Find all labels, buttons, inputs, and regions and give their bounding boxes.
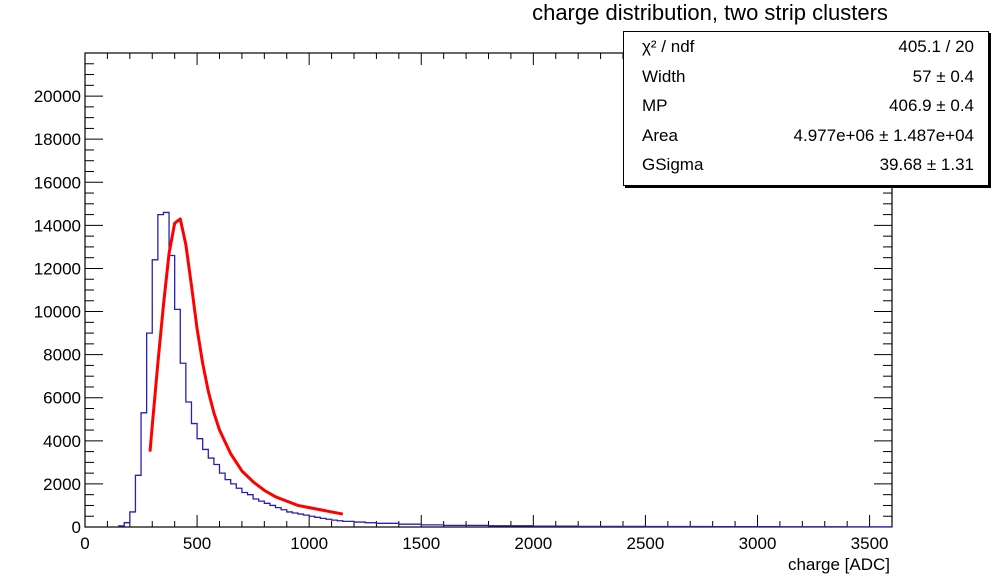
stat-value: 57 ± 0.4 [912, 67, 974, 86]
x-tick-label: 3500 [851, 534, 889, 553]
stat-label: MP [642, 96, 668, 115]
y-tick-label: 4000 [43, 432, 81, 451]
fit-curve [148, 217, 344, 516]
y-tick-label: 6000 [43, 389, 81, 408]
y-tick-label: 18000 [34, 130, 81, 149]
stat-row-mp: MP 406.9 ± 0.4 [624, 93, 988, 122]
x-tick-label: 1500 [402, 534, 440, 553]
chart-title: charge distribution, two strip clusters [532, 0, 888, 25]
y-tick-label: 10000 [34, 303, 81, 322]
stat-row-chi2: χ² / ndf 405.1 / 20 [624, 34, 988, 63]
stat-label: GSigma [642, 155, 704, 174]
stat-value: 4.977e+06 ± 1.487e+04 [793, 126, 974, 145]
x-tick-label: 500 [183, 534, 211, 553]
histogram-series [117, 211, 892, 528]
y-tick-label: 20000 [34, 87, 81, 106]
y-tick-label: 16000 [34, 173, 81, 192]
x-tick-label: 2000 [514, 534, 552, 553]
stat-row-area: Area 4.977e+06 ± 1.487e+04 [624, 123, 988, 152]
x-tick-label: 2500 [627, 534, 665, 553]
stat-row-width: Width 57 ± 0.4 [624, 64, 988, 93]
y-tick-label: 2000 [43, 475, 81, 494]
stat-value: 406.9 ± 0.4 [889, 96, 974, 115]
stat-row-gsigma: GSigma 39.68 ± 1.31 [624, 152, 988, 181]
fit-curve-group [148, 217, 344, 516]
stat-label: Area [642, 126, 678, 145]
stats-box: χ² / ndf 405.1 / 20 Width 57 ± 0.4 MP 40… [623, 31, 989, 186]
x-tick-label: 3000 [739, 534, 777, 553]
x-tick-label: 1000 [290, 534, 328, 553]
histogram-line [117, 211, 892, 528]
y-tick-label: 14000 [34, 216, 81, 235]
stat-value: 39.68 ± 1.31 [879, 155, 974, 174]
stat-label: Width [642, 67, 686, 86]
stat-value: 405.1 / 20 [898, 37, 974, 56]
x-tick-label: 0 [80, 534, 89, 553]
y-tick-label: 0 [72, 518, 81, 537]
stat-label: χ² / ndf [642, 37, 695, 56]
y-tick-label: 8000 [43, 346, 81, 365]
x-axis-label: charge [ADC] [788, 555, 890, 574]
x-axis-ticks: 0 500 1000 1500 2000 2500 3000 3500 [80, 53, 893, 553]
y-tick-label: 12000 [34, 259, 81, 278]
